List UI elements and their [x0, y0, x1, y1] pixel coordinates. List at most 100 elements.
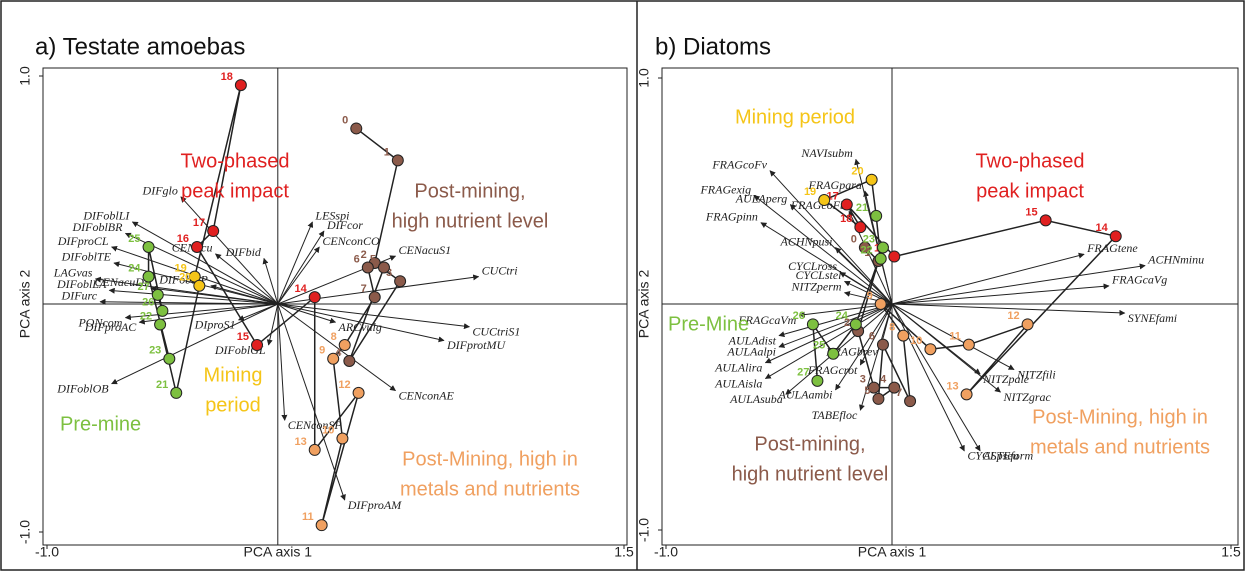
sample-label: 8 [889, 322, 895, 334]
sample-label: 21 [856, 202, 868, 214]
group-annotation: period [205, 394, 261, 416]
sample-label: 4 [880, 374, 887, 386]
group-annotation: high nutrient level [392, 210, 549, 232]
sample-label: 1 [384, 146, 390, 158]
group-annotation: Mining [204, 364, 263, 386]
species-label: AULAdist [728, 333, 777, 347]
sample-point [818, 194, 831, 207]
species-label: FRAGtene [1086, 241, 1138, 255]
species-arrow [778, 303, 893, 348]
species-arrow [277, 246, 320, 305]
species-arrow [891, 303, 965, 452]
sample-point [336, 432, 349, 445]
sample-label: 23 [863, 233, 875, 245]
sample-point [858, 241, 871, 254]
sample-point [361, 261, 374, 274]
sample-label: 7 [896, 387, 902, 399]
species-label: TABEfloc [812, 408, 858, 422]
sample-label: 20 [851, 166, 863, 178]
species-arrow [277, 303, 288, 421]
trajectory [147, 84, 402, 526]
sample-point [854, 221, 867, 234]
sample-label: 5 [370, 253, 376, 265]
sample-point [193, 279, 206, 292]
sample-point [924, 343, 937, 356]
species-arrow [835, 303, 893, 391]
species-arrow [891, 303, 1126, 316]
species-label: ARCvulg [338, 320, 382, 334]
sample-point [343, 355, 356, 367]
species-label: FRAGcaVm [737, 313, 796, 327]
species-label: FRAGexig [699, 182, 751, 196]
species-arrow [891, 303, 1015, 370]
sample-label: 19 [804, 186, 816, 198]
species-arrow [277, 303, 470, 330]
sample-label: 19 [174, 263, 186, 275]
species-label: DIFoblTE [61, 250, 112, 264]
sample-label: 4 [335, 347, 342, 359]
sample-point [391, 154, 404, 167]
x-tick-label: -1.0 [35, 544, 59, 560]
species-label: NITZfili [1016, 367, 1056, 381]
species-label: CENacuS1 [399, 243, 452, 257]
species-arrow [124, 303, 278, 321]
x-tick-label: -1.0 [654, 544, 678, 560]
sample-label: 17 [193, 217, 205, 229]
sample-point [840, 198, 853, 211]
species-arrow [891, 303, 981, 375]
sample-label: 2 [844, 317, 850, 329]
sample-point [207, 225, 220, 238]
species-arrow [99, 298, 278, 305]
sample-point [827, 347, 840, 360]
sample-label: 7 [361, 283, 367, 295]
y-axis-label: PCA axis 2 [636, 270, 652, 339]
sample-label: 0 [342, 114, 348, 126]
sample-point [327, 352, 340, 365]
group-annotation: Two-phased [976, 150, 1085, 172]
species-label: ACHNpusi [779, 234, 832, 248]
sample-label: 27 [797, 367, 809, 379]
sample-label: 5 [864, 385, 870, 397]
x-tick-label: 1.5 [614, 544, 634, 560]
sample-label: 2 [361, 249, 367, 261]
sample-label: 23 [149, 345, 161, 357]
species-label: ACHNminu [1147, 252, 1204, 266]
species-label: FRAGcoFv [711, 157, 767, 171]
species-arrow [835, 247, 893, 305]
sample-label: 22 [140, 310, 152, 322]
sample-point [352, 386, 365, 399]
species-label: NITZperm [791, 279, 842, 293]
species-label: DIFprotMU [446, 338, 507, 352]
sample-label: 11 [302, 511, 314, 523]
sample-label: 13 [946, 380, 958, 392]
sample-label: 24 [128, 263, 141, 275]
sample-label: 26 [793, 310, 805, 322]
sample-label: 8 [331, 331, 337, 343]
sample-point [872, 392, 885, 405]
species-arrow [785, 303, 893, 395]
sample-point [1109, 230, 1122, 243]
panel-title: b) Diatoms [655, 33, 771, 60]
sample-point [849, 318, 862, 331]
species-arrow [262, 257, 279, 305]
sample-point [377, 261, 390, 274]
species-arrow [891, 283, 1110, 305]
sample-point [308, 443, 321, 456]
species-arrow [238, 303, 278, 321]
sample-point [897, 329, 910, 342]
group-annotation: Pre-mine [60, 413, 141, 435]
species-label: AULAalpi [726, 345, 776, 359]
species-label: DIFbid [225, 245, 262, 259]
plot-frame [661, 67, 1239, 546]
sample-label: 6 [869, 331, 875, 343]
y-tick-label: 1.0 [17, 66, 33, 86]
panel-title: a) Testate amoebas [35, 33, 245, 60]
sample-point [315, 519, 328, 532]
species-label: CYCLstel [796, 268, 843, 282]
species-arrow [277, 303, 396, 392]
sample-label: 12 [1007, 310, 1019, 322]
sample-point [156, 304, 169, 317]
panel: a) Testate amoebas PCA axis 1 PCA axis 2 -1… [17, 33, 634, 559]
group-annotation: Mining period [735, 106, 855, 128]
species-label: LAGvas [53, 266, 93, 280]
